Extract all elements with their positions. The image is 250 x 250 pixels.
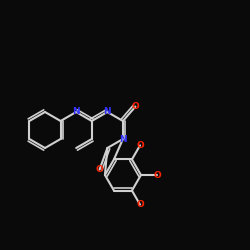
Text: O: O [132, 102, 139, 111]
Text: N: N [119, 134, 127, 143]
Text: N: N [104, 108, 111, 116]
Text: O: O [136, 200, 144, 209]
Text: O: O [96, 165, 104, 174]
Text: O: O [153, 170, 161, 179]
Text: O: O [136, 141, 144, 150]
Text: N: N [72, 108, 80, 116]
